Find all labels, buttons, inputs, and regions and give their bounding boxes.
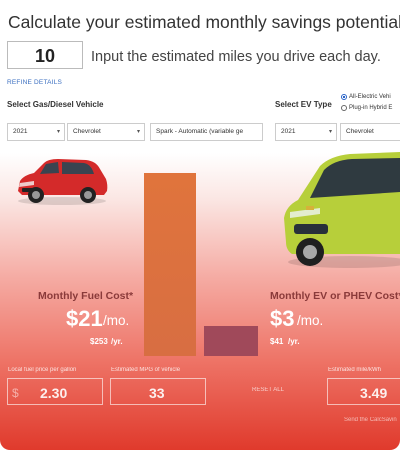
daily-miles-label: Input the estimated miles you drive each… xyxy=(91,49,381,65)
fuel-price-input[interactable] xyxy=(7,378,103,405)
fuel-monthly-cost: $21 xyxy=(66,306,103,331)
currency-symbol: $ xyxy=(12,386,19,400)
ev-year-select[interactable]: 2021 ▾ xyxy=(275,123,337,141)
mi-kwh-value: 3.49 xyxy=(360,385,388,401)
gas-make-value: Chevrolet xyxy=(73,128,101,135)
mi-kwh-label: Estimated mile/kWh xyxy=(328,367,382,373)
ev-make-value: Chevrolet xyxy=(346,128,374,135)
refine-details-link[interactable]: REFINE DETAILS xyxy=(7,79,63,86)
ev-cost-bar xyxy=(204,326,258,356)
reset-all-button[interactable]: RESET ALL xyxy=(252,387,284,393)
fuel-yearly-cost: $253 xyxy=(90,337,108,346)
mpg-input[interactable] xyxy=(110,378,206,405)
fuel-yearly-unit: /yr. xyxy=(111,337,123,346)
chevron-down-icon: ▾ xyxy=(136,129,140,135)
fuel-price-value: 2.30 xyxy=(40,385,68,401)
chevron-down-icon: ▾ xyxy=(56,129,60,135)
ev-monthly-cost: $3 xyxy=(270,306,295,331)
ev-monthly-unit: /mo. xyxy=(297,313,324,328)
radio-checked-icon xyxy=(341,94,347,100)
radio-all-electric-label: All-Electric Vehi xyxy=(349,94,391,100)
fuel-monthly-unit: /mo. xyxy=(103,313,130,328)
ev-year-value: 2021 xyxy=(281,128,296,135)
gas-year-select[interactable]: 2021 ▾ xyxy=(7,123,65,141)
radio-plug-in-hybrid[interactable]: Plug-in Hybrid E xyxy=(341,105,392,111)
ev-make-select[interactable]: Chevrolet xyxy=(340,123,400,141)
ev-cost-title: Monthly EV or PHEV Cost* xyxy=(270,290,400,302)
gas-make-select[interactable]: Chevrolet ▾ xyxy=(67,123,145,141)
fuel-price-label: Local fuel price per gallon xyxy=(8,367,77,373)
ev-car-image xyxy=(284,152,400,268)
gas-model-select[interactable]: Spark - Automatic (variable ge xyxy=(150,123,263,141)
page-title: Calculate your estimated monthly savings… xyxy=(8,12,400,32)
fuel-cost-title: Monthly Fuel Cost* xyxy=(38,290,134,302)
mi-kwh-input[interactable] xyxy=(327,378,400,405)
radio-plug-in-hybrid-label: Plug-in Hybrid E xyxy=(349,105,393,111)
send-results-text: Send the CalcSavin xyxy=(344,417,397,423)
chevron-down-icon: ▾ xyxy=(328,129,332,135)
gas-car-image xyxy=(18,159,108,205)
ev-type-label: Select EV Type xyxy=(275,100,332,109)
radio-unchecked-icon xyxy=(341,105,347,111)
radio-all-electric[interactable]: All-Electric Vehi xyxy=(341,94,391,100)
gas-model-value: Spark - Automatic (variable ge xyxy=(156,128,244,135)
gas-vehicle-label: Select Gas/Diesel Vehicle xyxy=(7,100,104,109)
ev-yearly-unit: /yr. xyxy=(288,337,300,346)
daily-miles-input[interactable]: 10 xyxy=(7,41,83,69)
mpg-value: 33 xyxy=(149,385,165,401)
gas-year-value: 2021 xyxy=(13,128,28,135)
mpg-label: Estimated MPG of vehicle xyxy=(111,367,181,373)
fuel-cost-bar xyxy=(144,173,196,356)
ev-yearly-cost: $41 xyxy=(270,337,284,346)
